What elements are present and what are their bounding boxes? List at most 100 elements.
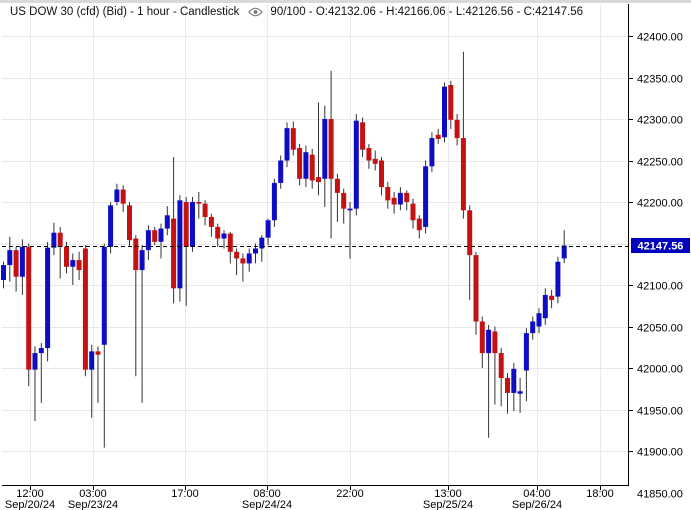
candle-down [404,192,410,202]
candle-down [202,203,208,217]
candle-down [152,230,158,242]
candle-down [208,216,214,227]
candle-down [290,128,296,150]
y-axis-label: 42200.00 [637,198,683,210]
candle-down [360,122,366,150]
candle-down [473,255,479,322]
y-axis-label: 42250.00 [637,157,683,169]
candle-down [234,251,240,259]
candle-down [183,202,189,247]
y-axis-label: 41850.00 [637,489,683,501]
window-top-strip [0,0,691,3]
candle-up [303,152,309,179]
x-axis-date-label: Sep/25/24 [423,499,473,510]
candle-up [164,215,170,229]
x-axis-time-label: 04:00 [523,488,551,500]
candle-up [19,246,25,277]
current-price-badge-label: 42147.56 [638,241,684,253]
candle-up [139,250,145,271]
candle-up [517,391,523,394]
candle-down [416,218,422,231]
candle-up [561,245,567,259]
x-axis-time-label: 13:00 [434,488,462,500]
candle-up [114,189,120,202]
candle-down [82,248,88,370]
y-axis-label: 42100.00 [637,281,683,293]
candle-down [95,351,101,355]
candle-down [372,158,378,164]
candle-up [145,230,151,251]
candle-up [246,253,252,264]
candle-up [158,228,164,242]
y-axis-label: 42400.00 [637,32,683,44]
candle-down [196,202,202,204]
candle-up [190,202,195,247]
candle-up [101,246,107,345]
candle-down [498,353,504,378]
y-axis-label: 41900.00 [637,447,683,459]
candle-down [334,178,340,193]
candle-down [448,84,454,120]
candle-up [530,321,536,334]
candle-up [253,248,258,254]
candle-down [227,233,233,252]
candle-up [51,232,57,248]
x-axis-time-label: 22:00 [336,488,364,500]
candle-up [177,200,183,289]
candle-down [26,246,32,370]
y-axis-label: 42050.00 [637,323,683,335]
candle-down [133,238,139,271]
candle-up [536,313,542,327]
visibility-eye-icon [248,7,264,17]
candle-down [549,295,555,300]
candle-down [316,177,321,183]
candle-down [297,148,303,179]
candle-up [89,351,95,370]
candle-down [366,148,372,161]
candle-up [1,265,6,281]
candle-down [240,258,246,264]
candle-up [442,86,447,138]
y-axis-label: 42300.00 [637,115,683,127]
chart-header: US DOW 30 (cfd) (Bid) - 1 hour - Candles… [10,5,583,19]
candle-up [45,247,51,349]
candle-up [259,237,265,249]
x-axis-time-label: 03:00 [79,488,107,500]
candle-down [64,246,69,267]
candle-down [454,119,460,139]
candle-up [523,333,529,371]
x-axis-date-label: Sep/26/24 [512,499,562,510]
candle-down [171,218,177,289]
chart-ohlc-stats: 90/100 - O:42132.06 - H:42166.06 - L:421… [270,6,584,18]
candle-up [278,160,284,183]
candle-up [542,294,548,319]
candle-up [284,128,290,161]
x-axis-date-label: Sep/20/24 [5,499,55,510]
candle-up [397,192,403,205]
candle-down [309,154,315,181]
candle-down [460,138,466,211]
candle-down [328,119,334,179]
candle-up [429,138,435,167]
candle-up [555,261,561,297]
x-axis-date-label: Sep/23/24 [68,499,118,510]
candle-up [423,166,429,227]
x-axis-time-label: 12:00 [16,488,44,500]
candle-up [347,208,353,211]
y-axis-label: 42350.00 [637,74,683,86]
chart-title: US DOW 30 (cfd) (Bid) - 1 hour - Candles… [10,6,240,18]
y-axis-label: 41950.00 [637,406,683,418]
candle-down [341,192,347,209]
candle-down [379,160,384,188]
x-axis-time-label: 08:00 [253,488,281,500]
candle-down [57,232,63,247]
candle-up [38,348,44,354]
x-axis-time-label: 18:00 [586,488,614,500]
candle-up [353,120,359,209]
candle-up [511,368,517,393]
x-axis-time-label: 17:00 [171,488,199,500]
candle-up [7,250,13,266]
candle-up [265,220,271,238]
candle-up [221,233,227,239]
